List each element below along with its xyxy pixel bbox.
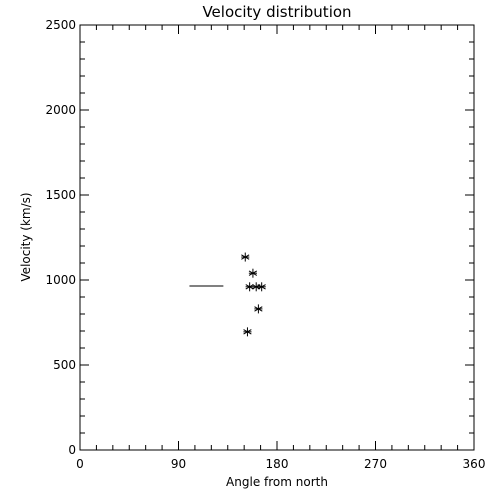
data-marks (189, 252, 266, 337)
x-axis-label: Angle from north (226, 475, 328, 489)
y-tick-label: 500 (53, 358, 76, 372)
data-point (243, 327, 252, 337)
data-point (241, 252, 250, 262)
y-axis-label: Velocity (km/s) (19, 192, 33, 281)
x-tick-label: 90 (171, 457, 186, 471)
y-tick-label: 2500 (45, 18, 76, 32)
plot-frame (79, 24, 475, 451)
axis-ticks (79, 24, 475, 451)
x-tick-label: 360 (463, 457, 486, 471)
y-tick-label: 1500 (45, 188, 76, 202)
x-tick-label: 0 (76, 457, 84, 471)
data-point (257, 282, 266, 292)
chart-title: Velocity distribution (202, 3, 351, 21)
data-point (254, 304, 263, 314)
y-tick-label: 1000 (45, 273, 76, 287)
tick-labels: 0 90 180 270 360 0 500 1000 1500 2000 2500 (45, 18, 485, 471)
x-tick-label: 270 (364, 457, 387, 471)
y-tick-label: 0 (68, 443, 76, 457)
y-tick-label: 2000 (45, 103, 76, 117)
data-point (248, 268, 258, 278)
x-tick-label: 180 (266, 457, 289, 471)
